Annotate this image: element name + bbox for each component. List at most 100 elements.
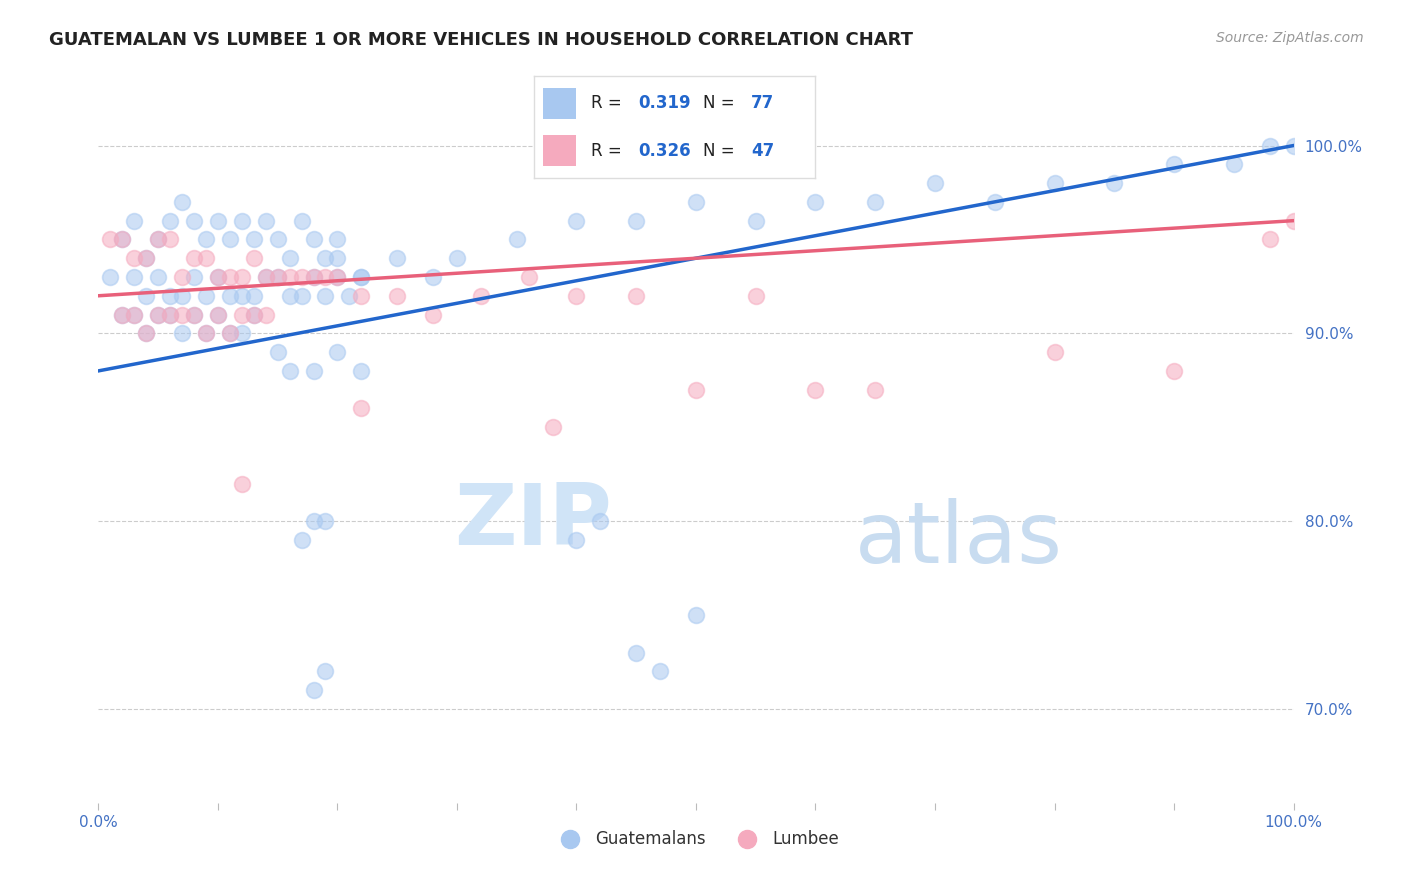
Point	[517, 270, 540, 285]
Text: 77: 77	[751, 94, 775, 112]
Point	[219, 232, 242, 246]
Point	[219, 289, 242, 303]
Point	[302, 364, 325, 378]
Text: ZIP: ZIP	[454, 480, 613, 563]
Point	[267, 232, 290, 246]
Point	[865, 383, 887, 397]
Point	[195, 326, 218, 341]
Point	[1223, 157, 1246, 171]
Point	[98, 232, 122, 246]
Point	[207, 213, 229, 227]
Point	[207, 270, 229, 285]
Point	[1258, 138, 1281, 153]
Point	[124, 308, 146, 322]
Point	[195, 326, 218, 341]
Point	[159, 213, 181, 227]
Point	[172, 194, 194, 209]
Point	[172, 326, 194, 341]
Point	[111, 308, 134, 322]
Point	[302, 270, 325, 285]
Point	[219, 270, 242, 285]
Point	[159, 308, 181, 322]
Point	[302, 514, 325, 528]
Point	[626, 213, 648, 227]
Point	[243, 251, 266, 265]
Point	[315, 514, 337, 528]
Point	[565, 213, 588, 227]
Point	[1163, 157, 1185, 171]
Point	[231, 289, 253, 303]
Point	[148, 232, 170, 246]
Point	[278, 364, 301, 378]
Point	[565, 533, 588, 547]
Point	[254, 308, 277, 322]
Point	[98, 270, 122, 285]
Point	[243, 289, 266, 303]
Point	[148, 308, 170, 322]
Point	[267, 270, 290, 285]
Text: 47: 47	[751, 142, 775, 161]
Point	[124, 213, 146, 227]
Point	[172, 289, 194, 303]
Text: R =: R =	[591, 142, 627, 161]
Text: R =: R =	[591, 94, 627, 112]
Point	[804, 383, 827, 397]
Point	[291, 289, 314, 303]
Point	[506, 232, 529, 246]
Point	[231, 308, 253, 322]
Point	[565, 289, 588, 303]
Point	[350, 401, 373, 416]
Point	[315, 270, 337, 285]
Point	[302, 270, 325, 285]
Point	[984, 194, 1007, 209]
Point	[135, 251, 157, 265]
Point	[183, 308, 205, 322]
Point	[207, 308, 229, 322]
Point	[267, 345, 290, 359]
Bar	[543, 136, 576, 166]
Point	[111, 232, 134, 246]
Point	[172, 270, 194, 285]
Point	[148, 308, 170, 322]
Point	[254, 270, 277, 285]
Point	[135, 326, 157, 341]
Point	[207, 270, 229, 285]
Point	[291, 533, 314, 547]
Point	[124, 308, 146, 322]
Point	[315, 289, 337, 303]
Point	[302, 683, 325, 698]
Point	[231, 213, 253, 227]
Point	[291, 270, 314, 285]
Point	[865, 194, 887, 209]
Point	[1043, 176, 1066, 190]
Point	[219, 326, 242, 341]
Point	[385, 289, 409, 303]
Point	[243, 308, 266, 322]
Text: GUATEMALAN VS LUMBEE 1 OR MORE VEHICLES IN HOUSEHOLD CORRELATION CHART: GUATEMALAN VS LUMBEE 1 OR MORE VEHICLES …	[49, 31, 914, 49]
Point	[183, 308, 205, 322]
Point	[385, 251, 409, 265]
Point	[685, 383, 707, 397]
Point	[254, 270, 277, 285]
Point	[685, 607, 707, 622]
Point	[650, 665, 672, 679]
Point	[326, 251, 349, 265]
Point	[422, 308, 444, 322]
Point	[148, 270, 170, 285]
Point	[350, 289, 373, 303]
Point	[183, 270, 205, 285]
Point	[135, 251, 157, 265]
Point	[422, 270, 444, 285]
Point	[1104, 176, 1126, 190]
Point	[626, 289, 648, 303]
Text: 0.319: 0.319	[638, 94, 690, 112]
Point	[1282, 138, 1305, 153]
Point	[804, 194, 827, 209]
Point	[350, 270, 373, 285]
Point	[541, 420, 564, 434]
Point	[291, 213, 314, 227]
Point	[278, 270, 301, 285]
Point	[195, 232, 218, 246]
Point	[589, 514, 612, 528]
Point	[124, 251, 146, 265]
